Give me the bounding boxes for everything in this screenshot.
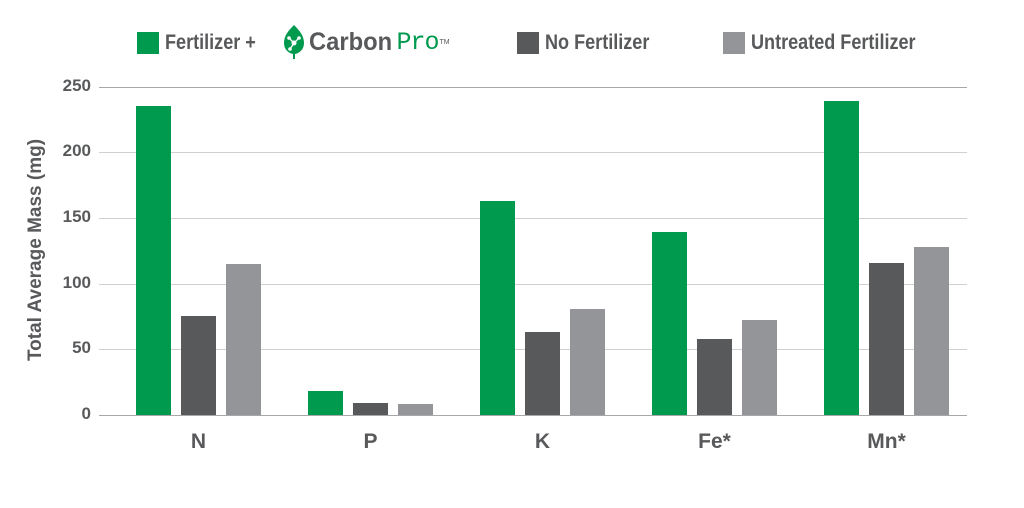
y-tick-label: 150	[62, 207, 91, 226]
bar-k-series-1	[525, 332, 560, 415]
brand-name-carbon: Carbon	[309, 27, 393, 56]
chart-legend: Fertilizer + Carbon Pro TM No Fertilizer…	[0, 22, 1024, 62]
legend-swatch-dark-gray	[517, 32, 539, 54]
carbonpro-logo: Carbon Pro TM	[283, 22, 450, 62]
bar-p-series-2	[398, 404, 433, 415]
bar-n-series-0	[136, 106, 171, 415]
brand-trademark: TM	[439, 38, 450, 46]
y-tick-label: 50	[72, 338, 91, 357]
x-tick-label: P	[363, 430, 378, 453]
bar-k-series-0	[480, 200, 515, 415]
bar-fe-series-2	[742, 320, 777, 415]
bar-p-series-0	[308, 391, 343, 415]
bar-mn-series-0	[824, 100, 859, 415]
x-tick-label: Fe*	[698, 430, 731, 453]
y-tick-label: 250	[62, 76, 91, 95]
gridline	[99, 218, 967, 219]
bar-n-series-1	[181, 316, 216, 415]
gridline	[99, 87, 967, 88]
x-tick-label: N	[190, 430, 207, 453]
leaf-molecule-icon	[284, 25, 304, 59]
brand-name-pro: Pro	[396, 27, 440, 57]
bar-fe-series-1	[697, 338, 732, 415]
legend-item-carbonpro: Fertilizer +	[137, 30, 271, 56]
legend-label: Fertilizer +	[165, 31, 256, 54]
legend-label: No Fertilizer	[545, 31, 650, 54]
y-tick-label: 100	[62, 273, 91, 292]
x-tick-label: K	[534, 430, 551, 453]
y-axis-label: Total Average Mass (mg)	[25, 138, 46, 362]
gridline	[99, 284, 967, 285]
y-tick-label: 0	[81, 404, 91, 423]
y-tick-label: 200	[62, 141, 91, 160]
bar-mn-series-2	[914, 246, 949, 415]
gridline	[99, 415, 967, 416]
x-tick-label: Mn*	[867, 430, 906, 453]
legend-item-no-fertilizer: No Fertilizer	[517, 30, 666, 56]
bar-fe-series-0	[652, 232, 687, 415]
legend-item-untreated-fertilizer: Untreated Fertilizer	[723, 30, 942, 56]
legend-swatch-green	[137, 32, 159, 54]
bar-k-series-2	[570, 308, 605, 415]
bar-p-series-1	[353, 403, 388, 415]
bar-n-series-2	[226, 263, 261, 415]
bar-mn-series-1	[869, 262, 904, 415]
gridline	[99, 152, 967, 153]
legend-swatch-light-gray	[723, 32, 745, 54]
legend-label: Untreated Fertilizer	[751, 31, 916, 54]
